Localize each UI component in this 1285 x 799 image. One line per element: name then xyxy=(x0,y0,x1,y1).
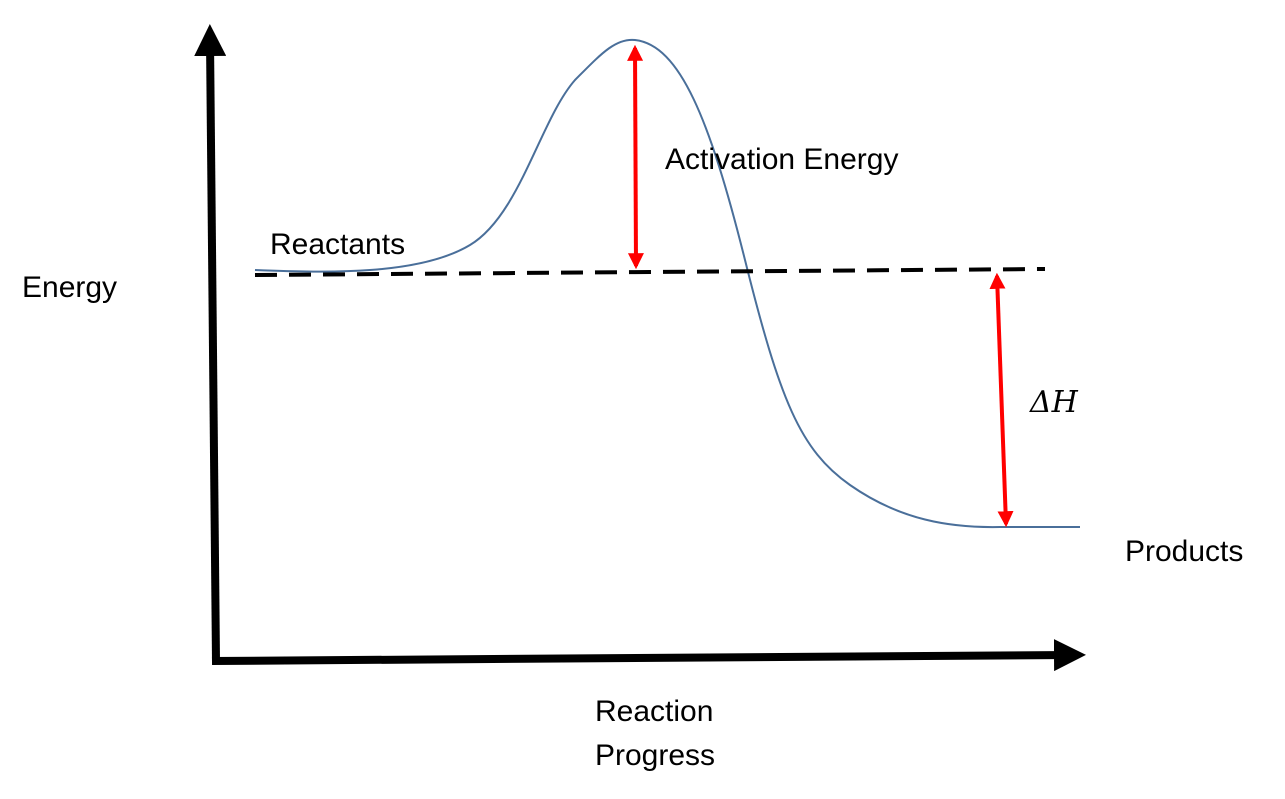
x-axis-label: Progress xyxy=(595,739,715,772)
products-label: Products xyxy=(1125,535,1243,568)
x-axis xyxy=(211,639,1086,672)
x-axis-label: Reaction xyxy=(595,695,713,728)
reactant-level xyxy=(254,267,1046,277)
reactants-label: Reactants xyxy=(270,228,405,261)
y-axis-label: Energy xyxy=(22,271,117,304)
activation-label: Activation Energy xyxy=(665,143,898,176)
delta-h-label: ΔH xyxy=(1029,385,1079,420)
delta-h-arrow xyxy=(989,272,1014,528)
energy-curve xyxy=(254,38,1080,529)
y-axis xyxy=(194,24,227,663)
activation-arrow xyxy=(627,44,644,270)
